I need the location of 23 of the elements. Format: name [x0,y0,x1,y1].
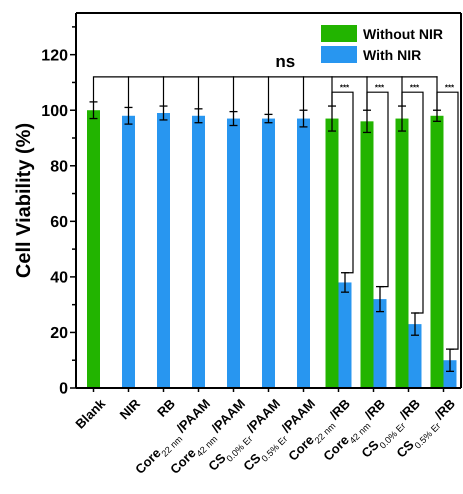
y-tick-label: 20 [50,325,68,342]
x-tick-label: RB [154,396,178,420]
annotation: *** [410,83,420,92]
y-tick-label: 120 [41,47,68,64]
y-tick-label: 0 [59,380,68,398]
bar [374,299,386,388]
y-tick-label: 80 [50,158,68,176]
bar [408,324,422,388]
y-tick-label: 40 [50,269,68,286]
y-tick-label: 60 [50,214,68,231]
y-axis-title: Cell Viability (%) [13,122,35,278]
legend-label: With NIR [363,46,422,63]
bar [444,360,456,388]
annotation: *** [374,83,386,92]
annotation: *** [444,83,456,92]
annotation: *** [340,83,350,92]
y-tick-label: 100 [41,102,68,120]
annotation: ns [275,52,296,71]
x-tick-label: NIR [116,396,144,422]
bar [122,116,135,388]
legend-label: Without NIR [363,26,443,42]
bar [157,113,170,388]
bar [192,116,205,388]
